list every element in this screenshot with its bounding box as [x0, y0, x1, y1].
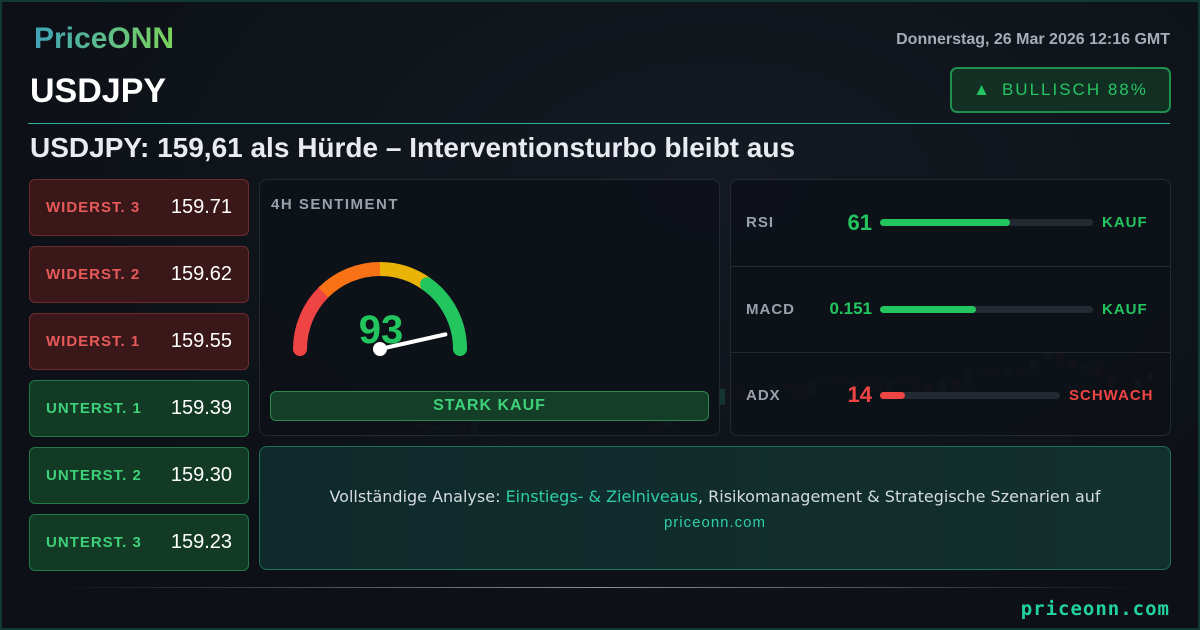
indicator-value: 14	[847, 382, 872, 407]
resistance-level-2: WIDERST. 2 159.62	[29, 246, 249, 303]
indicator-name: ADX	[746, 386, 781, 404]
indicator-value: 61	[847, 209, 872, 235]
indicator-bar	[880, 391, 1060, 399]
gauge-segment-orange	[318, 262, 381, 298]
level-value: 159.39	[170, 397, 232, 419]
level-label: WIDERST. 2	[46, 266, 141, 283]
level-value: 159.30	[170, 464, 232, 486]
level-label: UNTERST. 3	[46, 534, 142, 551]
cta-text: Vollständige Analyse: Einstiegs- & Zieln…	[260, 487, 1170, 506]
indicator-name: RSI	[746, 214, 775, 231]
indicator-row-adx: ADX 14 SCHWACH	[731, 352, 1170, 437]
indicator-bar	[880, 305, 1093, 313]
sentiment-badge-label: BULLISCH 88%	[1001, 80, 1148, 99]
cta-link[interactable]: priceonn.com	[663, 514, 767, 531]
gauge-segment-red	[293, 285, 331, 356]
support-level-1: UNTERST. 1 159.39	[29, 380, 249, 437]
cta-prefix: Vollständige Analyse:	[329, 487, 506, 506]
gauge-segment-green	[420, 277, 467, 356]
footer-divider	[55, 587, 1145, 588]
indicator-row-rsi: RSI 61 KAUF	[731, 180, 1170, 265]
resistance-level-1: WIDERST. 1 159.55	[29, 313, 249, 370]
cta-highlight: Einstiegs- & Zielniveaus	[505, 487, 698, 506]
indicators-card: RSI 61 KAUF MACD 0.151 KAUF ADX 14 SCHWACH	[730, 179, 1171, 436]
sentiment-gauge: 93	[293, 262, 467, 356]
level-value: 159.55	[170, 330, 232, 352]
sentiment-title: 4H SENTIMENT	[271, 196, 400, 213]
divider	[28, 123, 1170, 124]
support-level-2: UNTERST. 2 159.30	[29, 447, 249, 504]
sentiment-badge: ▲ BULLISCH 88%	[950, 67, 1171, 113]
resistance-level-3: WIDERST. 3 159.71	[29, 179, 249, 236]
indicator-signal: KAUF	[1102, 300, 1148, 318]
level-label: UNTERST. 1	[46, 400, 142, 417]
indicator-bar-fill	[880, 305, 976, 313]
gauge-pivot	[373, 342, 387, 356]
support-level-3: UNTERST. 3 159.23	[29, 514, 249, 571]
background-candle	[718, 388, 725, 405]
indicator-row-macd: MACD 0.151 KAUF	[731, 266, 1170, 351]
headline: USDJPY: 159,61 als Hürde – Interventions…	[30, 132, 796, 163]
level-label: WIDERST. 1	[46, 333, 141, 350]
indicator-bar	[880, 219, 1093, 226]
indicator-name: MACD	[746, 300, 795, 318]
indicator-signal: SCHWACH	[1069, 386, 1154, 404]
level-value: 159.62	[170, 263, 232, 285]
level-label: WIDERST. 3	[46, 199, 141, 216]
indicator-signal: KAUF	[1102, 214, 1148, 231]
date-time: Donnerstag, 26 Mar 2026 12:16 GMT	[896, 31, 1170, 48]
indicator-bar-fill	[880, 391, 906, 399]
gauge-segment-yellow	[379, 262, 432, 291]
analysis-cta[interactable]: Vollständige Analyse: Einstiegs- & Zieln…	[259, 446, 1171, 570]
sentiment-card: 4H SENTIMENT 93 STARK KAUF	[259, 179, 720, 436]
level-value: 159.23	[170, 531, 232, 553]
footer-url[interactable]: priceonn.com	[1020, 598, 1170, 620]
level-label: UNTERST. 2	[46, 467, 142, 484]
level-value: 159.71	[170, 196, 232, 218]
cta-suffix: , Risikomanagement & Strategische Szenar…	[697, 487, 1101, 506]
gauge-needle	[378, 332, 448, 351]
indicator-bar-fill	[880, 219, 1010, 226]
sentiment-signal: STARK KAUF	[270, 391, 709, 421]
indicator-value: 0.151	[829, 299, 872, 318]
pair-title: USDJPY	[30, 72, 167, 110]
triangle-up-icon: ▲	[973, 80, 992, 99]
priceonn-logo: PriceONN	[34, 22, 175, 55]
